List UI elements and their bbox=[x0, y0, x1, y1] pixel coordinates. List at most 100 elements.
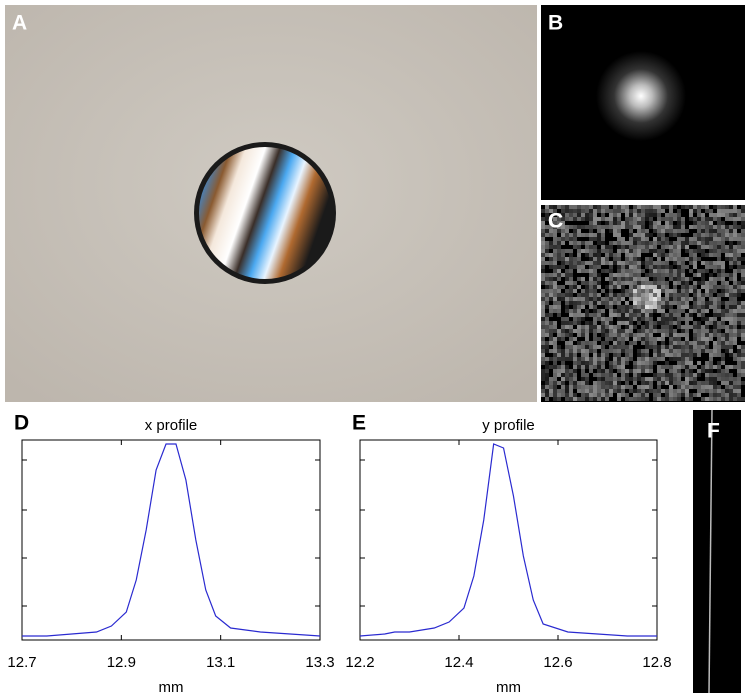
noise-pixel bbox=[713, 329, 717, 333]
noise-pixel bbox=[621, 333, 625, 337]
noise-pixel bbox=[721, 237, 725, 241]
noise-pixel bbox=[577, 213, 581, 217]
noise-pixel bbox=[597, 361, 601, 365]
noise-pixel bbox=[713, 309, 717, 313]
noise-pixel bbox=[721, 393, 725, 397]
noise-pixel bbox=[669, 217, 673, 221]
noise-pixel bbox=[629, 233, 633, 237]
noise-pixel bbox=[705, 217, 709, 221]
noise-pixel bbox=[733, 233, 737, 237]
noise-pixel bbox=[721, 289, 725, 293]
noise-pixel bbox=[725, 373, 729, 377]
noise-pixel bbox=[641, 221, 645, 225]
noise-pixel bbox=[577, 297, 581, 301]
noise-pixel bbox=[621, 389, 625, 393]
noise-pixel bbox=[681, 333, 685, 337]
noise-pixel bbox=[553, 301, 557, 305]
noise-pixel bbox=[545, 341, 549, 345]
x-tick-label: 12.8 bbox=[642, 654, 671, 671]
noise-pixel bbox=[633, 337, 637, 341]
noise-pixel bbox=[673, 245, 677, 249]
noise-pixel bbox=[657, 305, 661, 309]
noise-pixel bbox=[613, 349, 617, 353]
noise-pixel bbox=[733, 285, 737, 289]
noise-pixel bbox=[609, 381, 613, 385]
noise-pixel bbox=[597, 253, 601, 257]
noise-pixel bbox=[573, 209, 577, 213]
noise-pixel bbox=[665, 289, 669, 293]
noise-pixel bbox=[637, 289, 641, 293]
noise-pixel bbox=[669, 225, 673, 229]
noise-pixel bbox=[641, 209, 645, 213]
noise-pixel bbox=[609, 385, 613, 389]
noise-pixel bbox=[637, 297, 641, 301]
noise-pixel bbox=[673, 293, 677, 297]
noise-pixel bbox=[629, 289, 633, 293]
noise-pixel bbox=[553, 373, 557, 377]
noise-pixel bbox=[553, 289, 557, 293]
x-tick-label: 12.7 bbox=[7, 654, 36, 671]
noise-pixel bbox=[625, 309, 629, 313]
noise-pixel bbox=[741, 365, 745, 369]
noise-pixel bbox=[569, 333, 573, 337]
noise-pixel bbox=[661, 333, 665, 337]
noise-pixel bbox=[549, 309, 553, 313]
noise-pixel bbox=[561, 297, 565, 301]
noise-pixel bbox=[593, 281, 597, 285]
noise-pixel bbox=[661, 369, 665, 373]
noise-pixel bbox=[729, 337, 733, 341]
noise-pixel bbox=[733, 365, 737, 369]
noise-pixel bbox=[709, 265, 713, 269]
plot-frame bbox=[21, 439, 321, 641]
noise-pixel bbox=[661, 305, 665, 309]
noise-pixel bbox=[645, 233, 649, 237]
noise-pixel bbox=[649, 221, 653, 225]
noise-pixel bbox=[617, 349, 621, 353]
noise-pixel bbox=[713, 385, 717, 389]
noise-pixel bbox=[737, 313, 741, 317]
noise-pixel bbox=[629, 209, 633, 213]
noise-pixel bbox=[609, 277, 613, 281]
noise-pixel bbox=[621, 305, 625, 309]
noise-pixel bbox=[617, 301, 621, 305]
noise-pixel bbox=[613, 361, 617, 365]
noise-pixel bbox=[597, 309, 601, 313]
noise-pixel bbox=[561, 337, 565, 341]
noise-pixel bbox=[637, 245, 641, 249]
noise-pixel bbox=[689, 277, 693, 281]
noise-pixel bbox=[657, 377, 661, 381]
noise-pixel bbox=[637, 377, 641, 381]
noise-pixel bbox=[561, 389, 565, 393]
noise-pixel bbox=[721, 357, 725, 361]
noise-pixel bbox=[665, 393, 669, 397]
noise-pixel bbox=[569, 377, 573, 381]
noise-pixel bbox=[617, 281, 621, 285]
noise-pixel bbox=[701, 365, 705, 369]
noise-pixel bbox=[725, 257, 729, 261]
noise-pixel bbox=[593, 389, 597, 393]
noise-pixel bbox=[641, 293, 645, 297]
noise-pixel bbox=[645, 393, 649, 397]
noise-pixel bbox=[649, 361, 653, 365]
noise-pixel bbox=[645, 389, 649, 393]
noise-pixel bbox=[637, 309, 641, 313]
noise-pixel bbox=[673, 337, 677, 341]
noise-pixel bbox=[649, 377, 653, 381]
noise-pixel bbox=[549, 245, 553, 249]
noise-pixel bbox=[717, 377, 721, 381]
noise-pixel bbox=[613, 233, 617, 237]
noise-pixel bbox=[553, 361, 557, 365]
noise-pixel bbox=[693, 337, 697, 341]
noise-pixel bbox=[581, 393, 585, 397]
noise-pixel bbox=[661, 377, 665, 381]
noise-pixel bbox=[541, 265, 545, 269]
noise-pixel bbox=[541, 209, 545, 213]
noise-pixel bbox=[641, 389, 645, 393]
noise-pixel bbox=[705, 329, 709, 333]
noise-pixel bbox=[637, 253, 641, 257]
noise-pixel bbox=[621, 269, 625, 273]
noise-pixel bbox=[601, 385, 605, 389]
noise-pixel bbox=[689, 297, 693, 301]
noise-pixel bbox=[581, 313, 585, 317]
noise-pixel bbox=[681, 341, 685, 345]
